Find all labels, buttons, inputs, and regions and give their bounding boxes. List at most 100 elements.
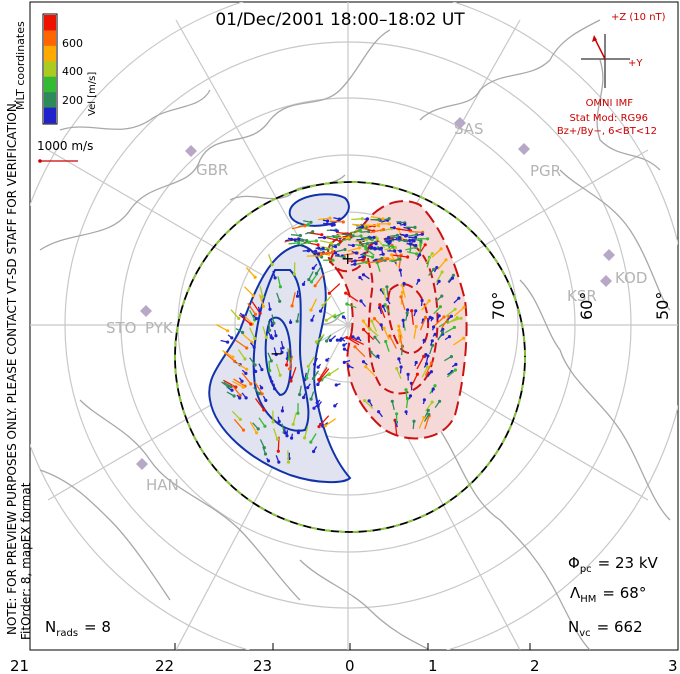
velocity-vector	[340, 338, 346, 342]
velocity-vector	[432, 333, 436, 337]
velocity-vector	[220, 339, 228, 343]
velocity-vector	[231, 384, 241, 396]
velocity-vector	[399, 233, 407, 237]
station-label-pyk: PYK	[145, 319, 174, 337]
fit-order-label: FitOrder: 8, mapEX format	[19, 482, 33, 640]
velocity-vector	[345, 292, 359, 302]
coordinate-system-label: MLT coordinates	[14, 21, 27, 110]
velocity-vector	[273, 383, 276, 389]
velocity-vector	[239, 312, 244, 317]
velocity-vector	[419, 317, 427, 331]
velocity-vector	[363, 274, 370, 280]
velocity-vector	[235, 339, 248, 349]
velocity-vector	[326, 313, 337, 321]
velocity-vector	[415, 280, 420, 285]
vector-origin	[360, 217, 364, 221]
velocity-vector	[299, 241, 310, 246]
vector-origin	[306, 249, 310, 253]
velocity-vector	[383, 256, 396, 262]
latitude-label-70: 70°	[489, 292, 508, 320]
velocity-vector	[386, 286, 389, 296]
velocity-vector	[351, 250, 357, 254]
map-title: 01/Dec/2001 18:00–18:02 UT	[215, 10, 465, 30]
velocity-vector	[259, 439, 265, 448]
velocity-vector	[405, 312, 408, 321]
mlt-label-3: 3	[668, 657, 678, 674]
velocity-vector	[344, 348, 349, 352]
velocity-vector	[433, 267, 438, 273]
velocity-vector	[363, 361, 368, 366]
velocity-vector	[326, 357, 330, 361]
velocity-vector	[262, 326, 267, 338]
velocity-vector	[249, 357, 256, 366]
velocity-vector	[243, 314, 253, 325]
velocity-vector	[378, 307, 383, 315]
velocity-vector	[424, 362, 432, 376]
velocity-vector	[257, 306, 261, 312]
velocity-vector	[320, 306, 324, 312]
velocity-vector	[425, 253, 433, 264]
vector-origin	[365, 242, 369, 246]
velocity-vector	[453, 306, 465, 317]
velocity-vector	[254, 398, 265, 411]
velocity-vector	[227, 334, 233, 339]
velocity-vector	[357, 337, 362, 342]
velocity-vector	[370, 351, 378, 359]
imf-source: OMNI IMF	[586, 98, 634, 109]
velocity-vector	[384, 304, 391, 314]
velocity-vector	[310, 433, 317, 443]
velocity-vector	[351, 218, 363, 221]
velocity-vector	[362, 253, 373, 258]
velocity-vector	[431, 388, 434, 393]
imf-dial	[581, 34, 630, 88]
velocity-vector	[215, 324, 229, 332]
velocity-vector	[326, 235, 337, 238]
velocity-vector	[230, 309, 240, 319]
velocity-vector	[355, 243, 366, 248]
velocity-vector	[238, 377, 243, 382]
velocity-vector	[397, 249, 401, 252]
velocity-vector	[430, 318, 433, 322]
latitude-label-60: 60°	[577, 292, 596, 320]
velocity-vector	[306, 368, 310, 379]
velocity-vector	[350, 337, 364, 345]
velocity-vector	[396, 221, 405, 224]
velocity-vector	[328, 283, 341, 294]
velocity-vector	[389, 335, 397, 349]
velocity-vector	[382, 244, 394, 248]
velocity-vector	[233, 418, 244, 431]
velocity-vector	[377, 355, 380, 360]
velocity-vector	[311, 314, 315, 321]
velocity-vector	[254, 381, 263, 395]
stat-lambda-hm: ΛHM = 68°	[570, 584, 646, 605]
velocity-vector	[433, 316, 445, 327]
velocity-vector	[247, 302, 257, 315]
colorbar-block	[44, 76, 56, 93]
velocity-vector	[259, 384, 263, 389]
velocity-vector	[305, 231, 313, 235]
velocity-vector	[329, 220, 344, 223]
velocity-vector	[398, 330, 401, 344]
latitude-label-50: 50°	[653, 292, 672, 320]
velocity-vector	[302, 280, 306, 285]
velocity-vector	[317, 401, 322, 407]
velocity-vector	[408, 233, 417, 237]
velocity-vector	[249, 421, 258, 434]
velocity-vector	[424, 401, 433, 412]
velocity-vector	[318, 367, 328, 380]
velocity-vector	[312, 263, 318, 269]
velocity-vector	[447, 315, 452, 321]
velocity-vector	[418, 417, 425, 429]
velocity-vector	[379, 227, 392, 232]
colorbar-block	[44, 30, 56, 47]
velocity-vector	[405, 398, 409, 409]
velocity-vector	[396, 368, 402, 379]
velocity-vector	[391, 258, 401, 263]
velocity-vector	[279, 347, 283, 353]
velocity-vector	[277, 276, 282, 287]
velocity-vector	[314, 357, 318, 365]
velocity-vector	[360, 230, 369, 233]
velocity-vector	[259, 285, 264, 298]
velocity-vector	[363, 329, 375, 341]
